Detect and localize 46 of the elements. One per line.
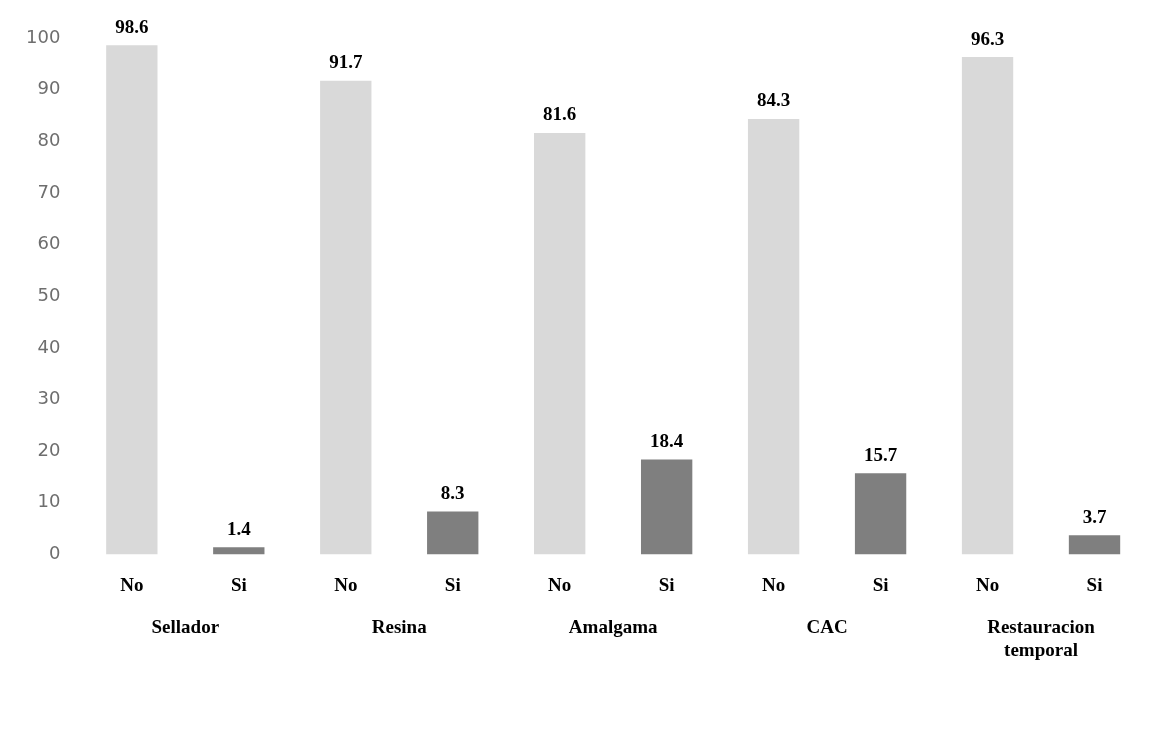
bar (961, 57, 1014, 555)
data-label: 98.6 (115, 15, 149, 37)
data-label: 3.7 (1082, 505, 1107, 527)
bar (320, 80, 372, 555)
text: Si (658, 573, 675, 595)
series-label: Si (230, 573, 247, 595)
y-tick-label: 30 (37, 387, 61, 409)
y-tick-label: 50 (37, 283, 61, 305)
bar (747, 119, 800, 555)
data-label: 81.6 (543, 103, 577, 125)
text: No (975, 573, 1000, 595)
text: No (762, 573, 786, 595)
series-label: No (120, 573, 144, 595)
data-label: 91.7 (329, 51, 363, 73)
text: No (334, 573, 358, 595)
y-tick-label: 100 (26, 25, 61, 47)
y-tick-label: 90 (37, 77, 61, 99)
x-tick-label: Amalgama (568, 615, 658, 637)
bar (854, 473, 907, 555)
text: Si (872, 573, 889, 595)
bar (427, 511, 479, 555)
x-tick-label: Resina (371, 615, 428, 637)
x-tick-label: CAC (806, 615, 848, 637)
y-tick-label: 60 (37, 232, 61, 254)
y-tick-label: 80 (37, 128, 61, 150)
data-label: 15.7 (863, 443, 898, 465)
y-tick-label: 10 (37, 490, 61, 512)
y-tick-label: 70 (37, 180, 61, 202)
data-label: 18.4 (650, 429, 684, 451)
y-tick-label: 20 (37, 438, 61, 460)
text: Si (1086, 573, 1103, 595)
data-label: 96.3 (970, 27, 1005, 49)
data-label: 84.3 (757, 89, 791, 111)
text: No (548, 573, 572, 595)
bar (1068, 535, 1121, 555)
y-tick-label: 40 (37, 335, 61, 357)
y-tick-label: 0 (48, 542, 61, 564)
x-tick-label: Restauracion temporal (987, 615, 1096, 660)
data-label: 1.4 (226, 517, 252, 539)
data-label: 8.3 (440, 481, 465, 503)
bar (534, 133, 586, 555)
bar (213, 547, 265, 555)
text: Si (444, 573, 461, 595)
bar (640, 459, 693, 555)
bar (106, 45, 158, 555)
x-tick-label: Sellador (151, 615, 220, 637)
